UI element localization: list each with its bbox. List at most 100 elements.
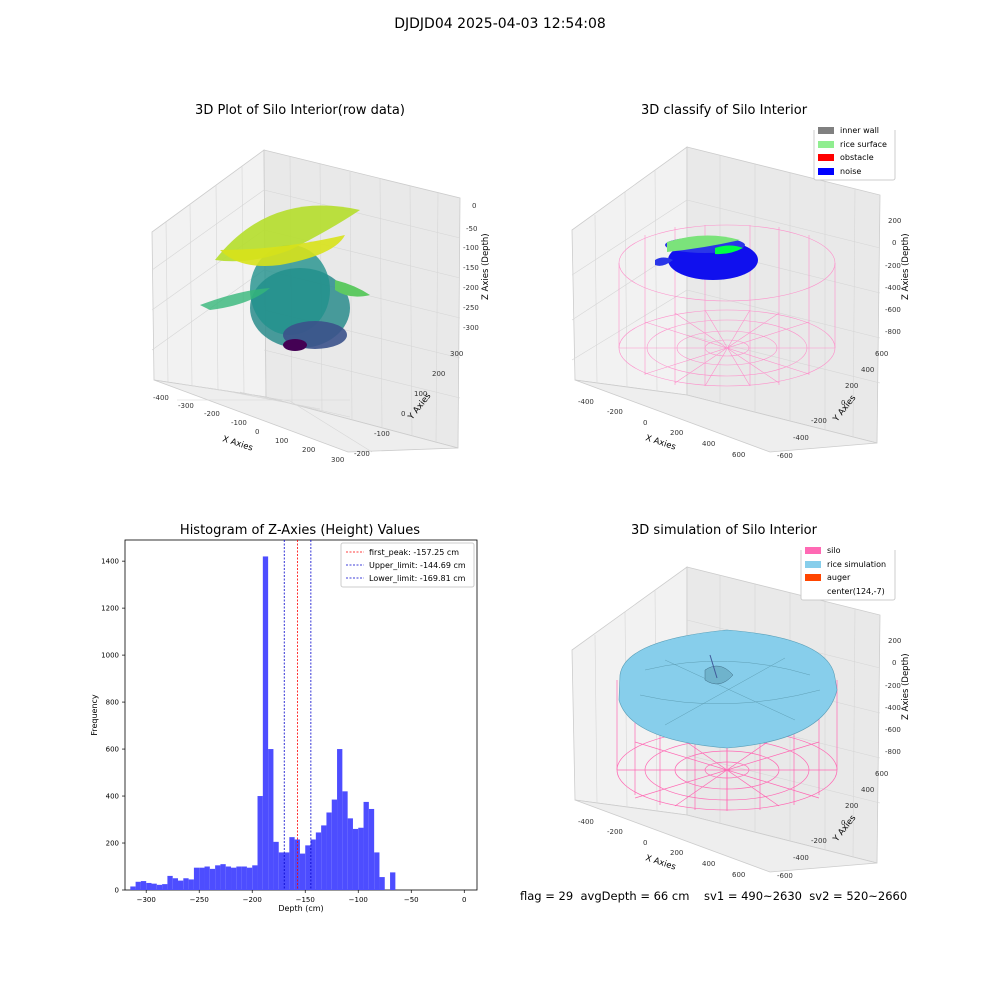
histogram-bar (135, 881, 141, 890)
panel2-ztick: -600 (885, 306, 901, 314)
histogram-bar (241, 866, 247, 890)
histogram-ytick-label: 1000 (101, 652, 119, 660)
histogram-bar (262, 556, 269, 890)
panel4-ztick: -600 (885, 726, 901, 734)
histogram-ytick-label: 400 (106, 793, 119, 801)
histogram-bar (390, 872, 396, 890)
legend-entry-auger: auger (805, 571, 897, 585)
panel1-ytick: 300 (450, 350, 463, 358)
panel4-ztick: -200 (885, 682, 901, 690)
panel2-ytick: -200 (811, 417, 827, 425)
legend-label: first_peak: -157.25 cm (369, 548, 459, 557)
panel4-z-label: Z Axies (Depth) (901, 653, 911, 720)
histogram-plot: −300 −250 −200 −150 −100 −50 0 0 200 400 600 800 10… (90, 539, 478, 913)
legend-swatch (805, 547, 821, 555)
status-footer: flag = 29 avgDepth = 66 cm sv1 = 490~263… (520, 889, 908, 903)
histogram-bar (352, 828, 359, 890)
histogram-bar (225, 866, 232, 890)
histogram-bar (178, 880, 184, 890)
legend-swatch (818, 167, 834, 175)
panel4-ztick: -400 (885, 704, 901, 712)
panel2-xtick: 0 (643, 419, 647, 427)
panel4-ytick: -400 (793, 854, 809, 862)
histogram-bar (368, 808, 375, 890)
histogram-bar (331, 799, 338, 890)
panel4-silo-wireframe (616, 680, 838, 811)
legend-swatch (805, 574, 821, 582)
panel2-classified-points (655, 235, 758, 280)
panel2-axes-box (571, 146, 881, 453)
panel1-ztick: -300 (463, 324, 479, 332)
histogram-x-ticks: −300 −250 −200 −150 −100 −50 0 (137, 890, 467, 904)
histogram-bar (363, 801, 369, 890)
panel4-z-ticks: 200 0 -200 -400 -600 -800 (885, 637, 901, 756)
histogram-ytick-label: 600 (106, 746, 119, 754)
histogram-bar (162, 884, 168, 890)
legend-entry-center: center(124,-7) (805, 585, 897, 599)
histogram-bar (220, 864, 226, 890)
panel2-xtick: -400 (578, 398, 594, 406)
panel2-xtick: -200 (607, 408, 623, 416)
histogram-ytick-label: 1200 (101, 605, 119, 613)
histogram-bar (278, 852, 285, 890)
panel4-ztick: -800 (885, 748, 901, 756)
histogram-ytick-label: 0 (115, 887, 119, 895)
panel1-y-ticks: -200 -100 0 100 200 300 (354, 350, 463, 458)
panel4-xtick: 400 (702, 860, 715, 868)
histogram-bar (273, 841, 279, 890)
legend-label: rice simulation (827, 559, 887, 569)
panel4-ytick: -200 (811, 837, 827, 845)
panel4-legend (800, 550, 896, 601)
panel1-3d-plot: -400 -300 -200 -100 0 100 200 300 X Axie… (151, 149, 491, 464)
legend-entry-silo: silo (805, 544, 897, 558)
panel2-ytick: 200 (845, 382, 858, 390)
histogram-bar (294, 839, 300, 890)
panel4-ytick: 0 (841, 819, 845, 827)
histogram-bar (204, 866, 210, 890)
histogram-bar (193, 867, 200, 890)
panel1-xtick: -300 (178, 402, 194, 410)
legend-label: Upper_limit: -144.69 cm (369, 561, 466, 570)
panel1-xtick: 300 (331, 456, 344, 464)
panel2-ztick: -800 (885, 328, 901, 336)
panel1-ztick: 0 (472, 202, 476, 210)
panel2-xtick: 400 (702, 440, 715, 448)
histogram-ytick-label: 1400 (101, 558, 119, 566)
histogram-bar (209, 868, 216, 890)
panel1-ztick: -200 (463, 284, 479, 292)
histogram-bar (199, 867, 205, 890)
histogram-bar (299, 853, 306, 890)
panel1-xtick: -100 (231, 419, 247, 427)
histogram-bar (140, 881, 147, 890)
panel2-ytick: -400 (793, 434, 809, 442)
legend-label: Lower_limit: -169.81 cm (369, 574, 466, 583)
panel1-xtick: -200 (204, 410, 220, 418)
legend-entry-inner-wall: inner wall (818, 124, 896, 138)
histogram-bar (347, 818, 353, 890)
legend-swatch (818, 154, 834, 162)
histogram-bar (156, 884, 163, 890)
histogram-bar (315, 832, 322, 890)
legend-swatch (818, 140, 834, 148)
panel1-title: 3D Plot of Silo Interior(row data) (195, 103, 405, 118)
panel4-title: 3D simulation of Silo Interior (631, 523, 817, 538)
histogram-bar (289, 837, 295, 890)
histogram-ytick-label: 200 (106, 840, 119, 848)
histogram-bars (130, 556, 396, 890)
panel1-xtick: 0 (255, 428, 259, 436)
legend-entry-obstacle: obstacle (818, 151, 896, 165)
panel1-ztick: -150 (463, 264, 479, 272)
panel2-z-label: Z Axies (Depth) (901, 233, 911, 300)
panel1-x-ticks: -400 -300 -200 -100 0 100 200 300 (153, 394, 344, 464)
panel4-3d-plot: -400 -200 0 200 400 600 X Axies -600 -40… (571, 550, 911, 880)
histogram-xtick-label: 0 (462, 896, 466, 904)
panel2-z-ticks: 200 0 -200 -400 -600 -800 (885, 217, 901, 336)
panel2-ytick: 600 (875, 350, 888, 358)
panel2-x-ticks: -400 -200 0 200 400 600 (578, 398, 745, 459)
histogram-frame (124, 539, 478, 891)
histogram-bar (268, 749, 274, 890)
panel1-ztick: -100 (463, 244, 479, 252)
panel2-xtick: 600 (732, 451, 745, 459)
histogram-bar (172, 878, 179, 890)
histogram-bar (358, 827, 364, 890)
